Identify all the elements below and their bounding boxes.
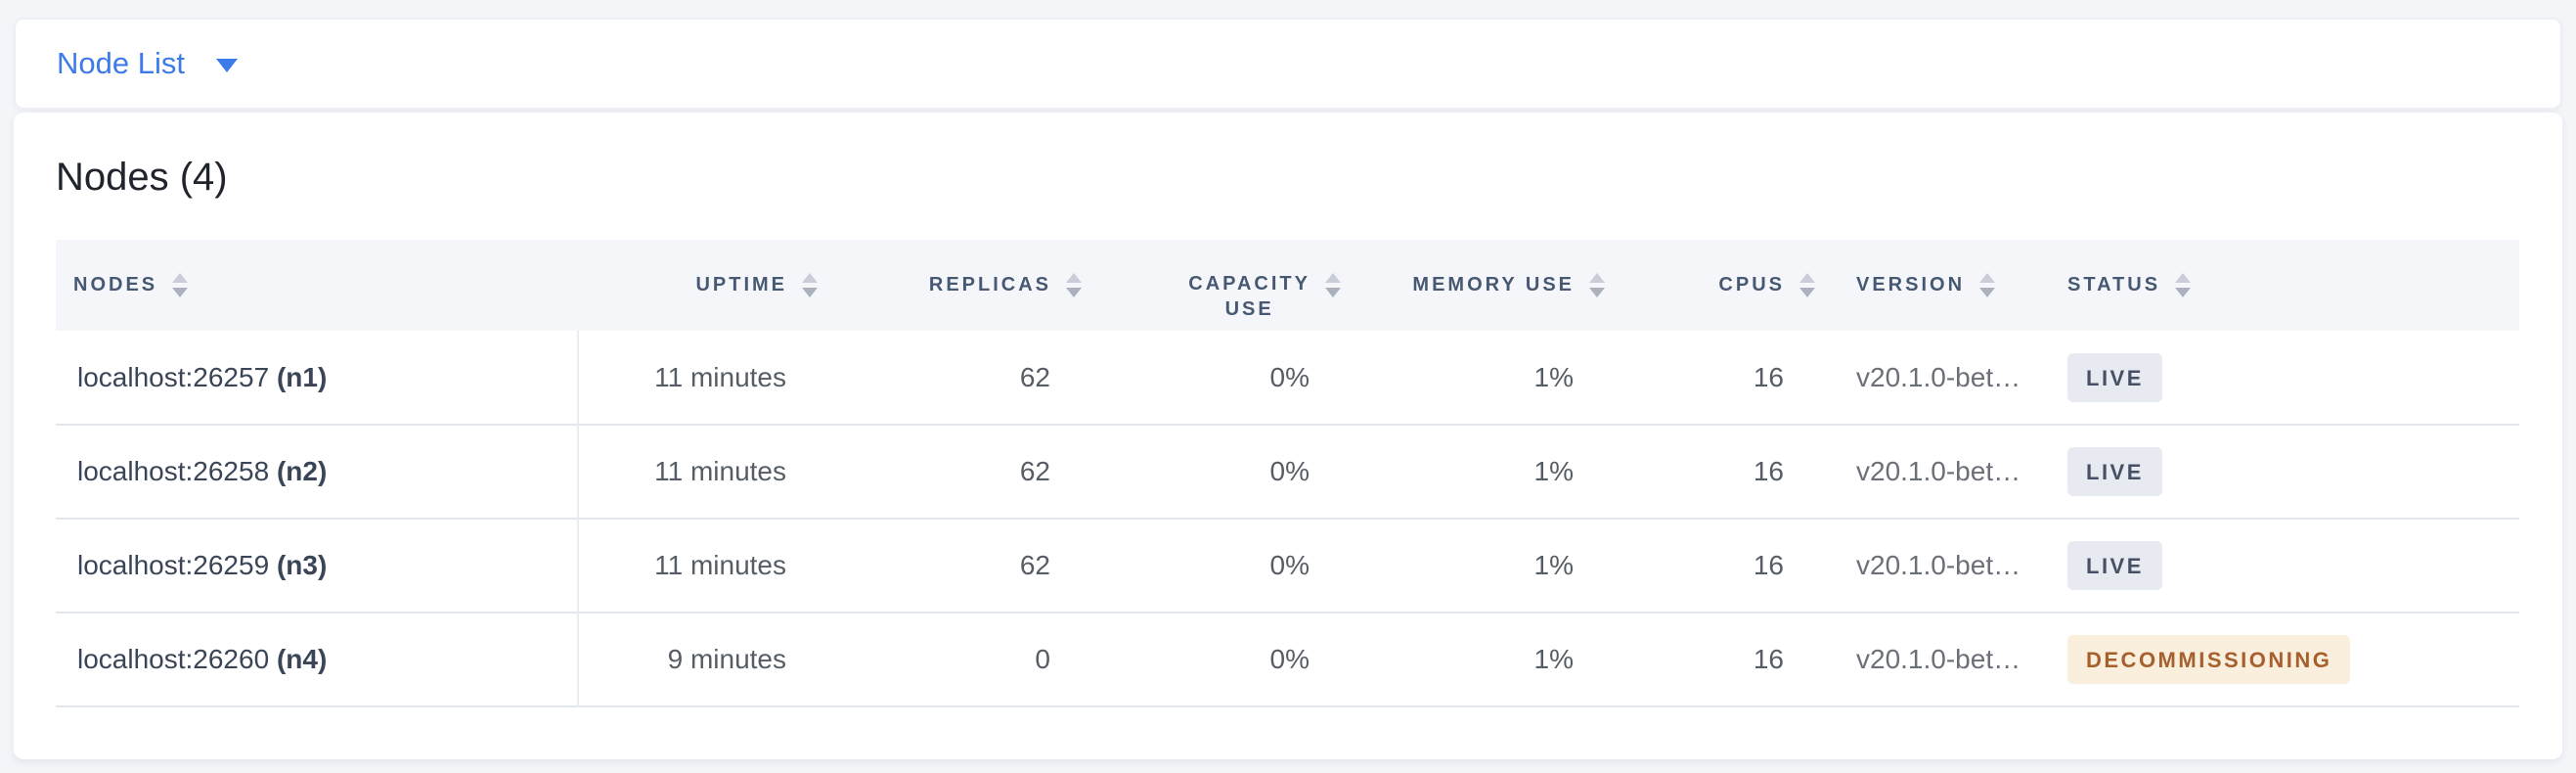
column-header-version-label: VERSION [1856,274,1966,296]
uptime-cell: 11 minutes [577,425,825,519]
replicas-cell: 62 [1019,456,1050,486]
column-header-replicas-label: REPLICAS [928,274,1051,296]
sort-icon[interactable] [1325,272,1341,297]
version-cell: v20.1.0-bet… [1856,550,2021,580]
capacity-use-cell: 0% [1269,644,1310,674]
version-cell: v20.1.0-bet… [1856,361,2021,392]
sort-icon[interactable] [1799,273,1815,297]
node-address: localhost:26258 [77,456,270,486]
column-header-status-label: STATUS [2067,274,2161,296]
table-row[interactable]: localhost:26258 (n2) 11 minutes 62 0% 1%… [56,425,2519,519]
nodes-count-title: Nodes (4) [56,156,228,199]
column-header-uptime-label: UPTIME [695,274,787,296]
uptime-cell: 11 minutes [577,519,825,613]
uptime-cell: 9 minutes [577,613,825,706]
sort-icon[interactable] [1066,273,1082,297]
node-address-cell: localhost:26258 (n2) [56,425,578,519]
sort-icon[interactable] [1589,273,1605,297]
table-row[interactable]: localhost:26260 (n4) 9 minutes 0 0% 1% 1… [56,613,2519,706]
capacity-use-cell: 0% [1269,361,1310,392]
table-header-row: NODES UPTIME REPLICAS [56,240,2519,331]
sort-icon[interactable] [2175,273,2192,297]
column-header-memory-use[interactable]: MEMORY USE [1349,240,1613,331]
status-cell: LIVE [2048,519,2519,613]
column-header-cpus[interactable]: CPUS [1613,240,1823,331]
node-id: (n1) [276,361,328,392]
node-address-cell: localhost:26257 (n1) [56,331,578,425]
node-address-cell: localhost:26260 (n4) [56,613,578,706]
node-list-dropdown[interactable]: Node List [57,46,238,81]
cpus-cell: 16 [1753,550,1784,580]
version-cell: v20.1.0-bet… [1856,456,2021,486]
view-selector-bar: Node List [14,18,2562,110]
memory-use-cell: 1% [1533,550,1574,580]
node-address-cell: localhost:26259 (n3) [56,519,578,613]
replicas-cell: 0 [1035,644,1050,674]
cpus-cell: 16 [1753,361,1784,392]
column-header-capacity-use-label: CAPACITY USE [1188,272,1310,320]
capacity-use-cell: 0% [1269,456,1310,486]
node-list-dropdown-label: Node List [57,46,185,80]
replicas-cell: 62 [1019,550,1050,580]
uptime-cell: 11 minutes [577,331,825,425]
column-header-cpus-label: CPUS [1718,274,1785,296]
nodes-card: Nodes (4) NODES UPTIME [14,113,2562,759]
status-badge: LIVE [2067,541,2162,590]
status-cell: DECOMMISSIONING [2048,613,2519,706]
sort-icon[interactable] [172,273,189,297]
column-header-nodes[interactable]: NODES [56,240,578,331]
column-header-status[interactable]: STATUS [2048,240,2519,331]
table-row[interactable]: localhost:26257 (n1) 11 minutes 62 0% 1%… [56,331,2519,425]
capacity-use-cell: 0% [1269,550,1310,580]
column-header-memory-use-label: MEMORY USE [1412,274,1575,296]
version-cell: v20.1.0-bet… [1856,644,2021,674]
node-address: localhost:26259 [77,550,270,580]
column-header-replicas[interactable]: REPLICAS [825,240,1089,331]
replicas-cell: 62 [1019,361,1050,392]
nodes-table: NODES UPTIME REPLICAS [56,240,2519,707]
status-badge: LIVE [2067,352,2162,402]
node-id: (n2) [276,456,328,486]
sort-icon[interactable] [802,273,818,297]
status-cell: LIVE [2048,425,2519,519]
chevron-down-icon [215,59,238,72]
status-cell: LIVE [2048,331,2519,425]
column-header-nodes-label: NODES [73,274,158,296]
column-header-version[interactable]: VERSION [1823,240,2048,331]
node-address: localhost:26260 [77,644,270,674]
sort-icon[interactable] [1979,273,1996,297]
column-header-capacity-use[interactable]: CAPACITY USE [1089,240,1349,331]
node-id: (n3) [276,550,328,580]
node-id: (n4) [276,644,328,674]
cpus-cell: 16 [1753,644,1784,674]
status-badge: LIVE [2067,447,2162,496]
memory-use-cell: 1% [1533,644,1574,674]
column-header-uptime[interactable]: UPTIME [578,240,825,331]
memory-use-cell: 1% [1533,361,1574,392]
status-badge: DECOMMISSIONING [2067,635,2351,684]
table-row[interactable]: localhost:26259 (n3) 11 minutes 62 0% 1%… [56,519,2519,613]
memory-use-cell: 1% [1533,456,1574,486]
cpus-cell: 16 [1753,456,1784,486]
node-address: localhost:26257 [77,361,270,392]
